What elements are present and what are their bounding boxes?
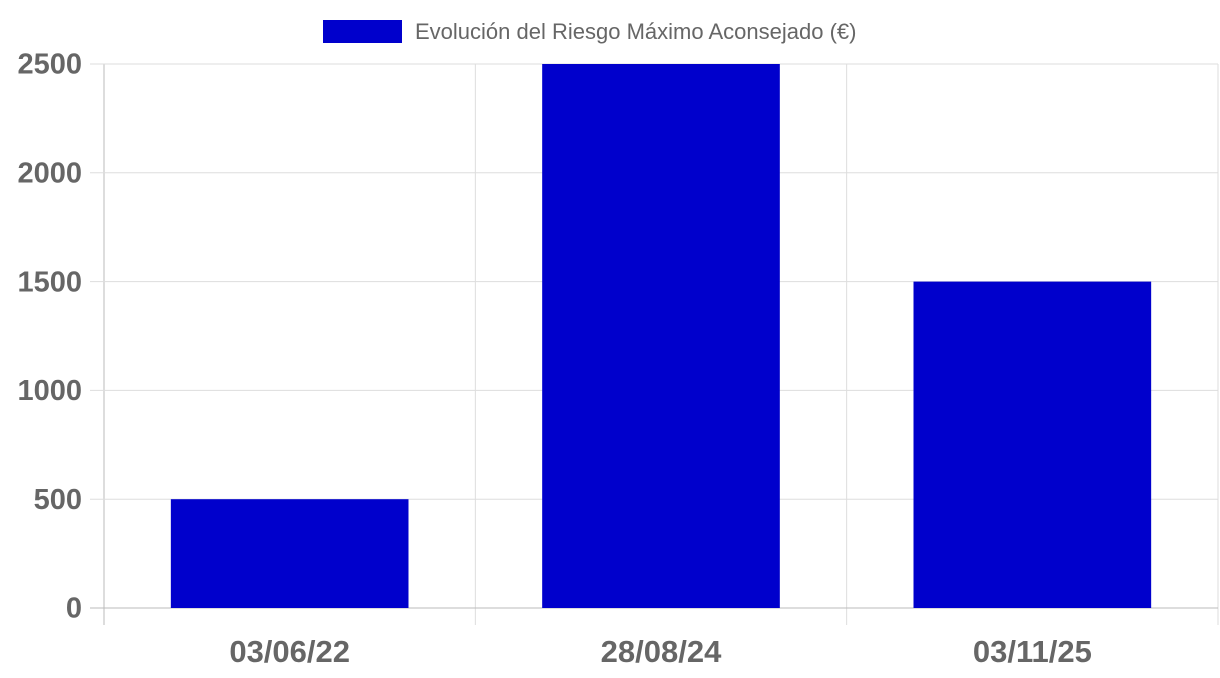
y-tick-label: 1500: [17, 266, 82, 298]
bar: [913, 281, 1152, 608]
legend-label: Evolución del Riesgo Máximo Aconsejado (…: [415, 19, 856, 44]
x-tick-label: 03/06/22: [229, 634, 350, 669]
y-tick-label: 2000: [17, 157, 82, 189]
x-tick-label: 28/08/24: [601, 634, 722, 669]
y-tick-label: 1000: [17, 375, 82, 407]
bar: [170, 499, 409, 608]
y-tick-label: 0: [66, 593, 82, 625]
x-tick-label: 03/11/25: [973, 634, 1092, 669]
y-tick-label: 500: [34, 484, 82, 516]
y-tick-label: 2500: [17, 49, 82, 81]
legend-swatch: [323, 20, 402, 43]
bar: [542, 64, 780, 608]
